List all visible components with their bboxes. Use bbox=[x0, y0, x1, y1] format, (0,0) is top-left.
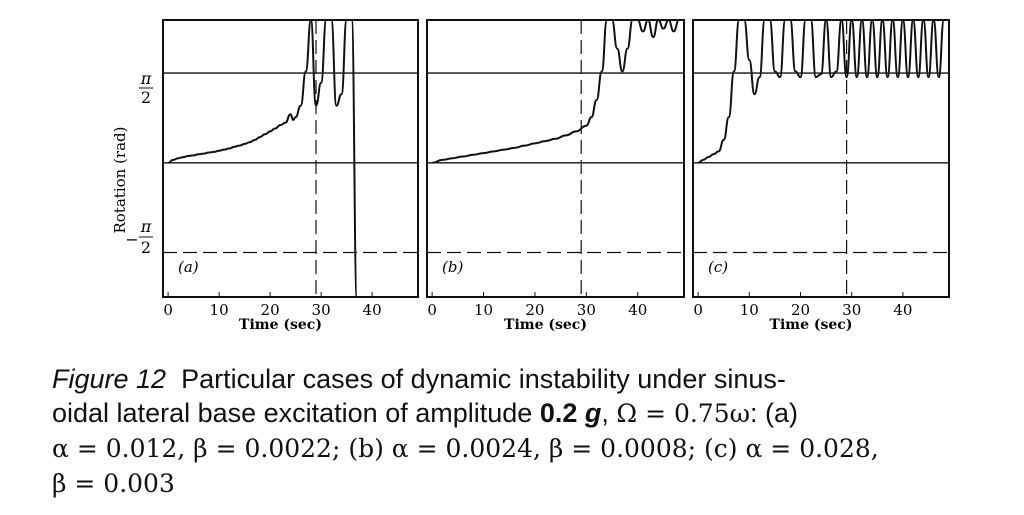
x-tick-label: 30 bbox=[577, 301, 596, 319]
panel-label: (b) bbox=[442, 258, 463, 276]
svg-text:π: π bbox=[140, 217, 152, 236]
y-tick-neg-pi-half: − π 2 bbox=[125, 217, 153, 257]
series-line bbox=[432, 20, 679, 163]
x-tick-label: 40 bbox=[893, 301, 912, 319]
x-axis-label: Time (sec) bbox=[770, 317, 853, 333]
panel-c: 0 10 20 30 40 Time (sec) (c) bbox=[692, 19, 950, 333]
panel-frame bbox=[162, 19, 419, 298]
panel-frame bbox=[426, 19, 685, 298]
series-line bbox=[168, 20, 362, 297]
caption-text-2: oidal lateral base excitation of amplitu… bbox=[52, 398, 533, 428]
x-tick-label: 30 bbox=[312, 301, 331, 319]
svg-text:−: − bbox=[125, 230, 138, 249]
y-axis-label: Rotation (rad) bbox=[111, 127, 129, 234]
caption-amplitude: 0.2 bbox=[539, 398, 578, 428]
x-tick-label: 10 bbox=[210, 301, 229, 319]
x-axis-label: Time (sec) bbox=[239, 317, 322, 333]
x-tick-label: 20 bbox=[261, 301, 280, 319]
svg-text:π: π bbox=[140, 69, 152, 88]
x-axis-label: Time (sec) bbox=[504, 317, 587, 333]
x-tick-label: 0 bbox=[163, 301, 173, 319]
x-tick-label: 0 bbox=[693, 301, 703, 319]
panel-b: 0 10 20 30 40 Time (sec) (b) bbox=[426, 19, 685, 333]
caption-text-3: : (a) bbox=[750, 398, 799, 428]
caption-params: α = 0.012, β = 0.0022; (b) α = 0.0024, β… bbox=[52, 434, 879, 463]
panel-a: 0 10 20 30 40 Time (sec) (a) bbox=[162, 19, 419, 333]
x-tick-label: 20 bbox=[791, 301, 810, 319]
x-tick-label: 40 bbox=[628, 301, 647, 319]
series-line bbox=[698, 20, 944, 163]
x-tick-label: 0 bbox=[427, 301, 437, 319]
x-tick-label: 30 bbox=[842, 301, 861, 319]
x-tick-label: 10 bbox=[474, 301, 493, 319]
caption-g: g bbox=[584, 398, 602, 428]
x-tick-label: 10 bbox=[740, 301, 759, 319]
x-tick-label: 40 bbox=[363, 301, 382, 319]
figure-caption: Figure 12 Particular cases of dynamic in… bbox=[52, 364, 879, 498]
caption-omega: Ω = 0.75ω bbox=[616, 399, 751, 428]
svg-text:2: 2 bbox=[141, 238, 151, 257]
panel-label: (c) bbox=[708, 258, 728, 276]
panel-frame bbox=[692, 19, 950, 298]
caption-text-1: Particular cases of dynamic instability … bbox=[181, 364, 786, 394]
caption-params-c: β = 0.003 bbox=[52, 469, 175, 498]
svg-text:2: 2 bbox=[141, 88, 151, 107]
caption-figure-label: Figure 12 bbox=[52, 364, 167, 394]
panel-label: (a) bbox=[178, 258, 199, 276]
x-tick-label: 20 bbox=[525, 301, 544, 319]
y-tick-pi-half: π 2 bbox=[139, 69, 153, 107]
